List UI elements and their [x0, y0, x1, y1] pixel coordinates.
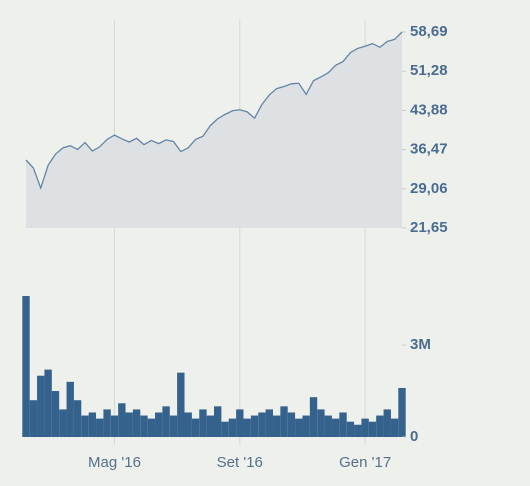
- volume-bar: [236, 409, 244, 437]
- volume-bar: [354, 424, 362, 437]
- volume-bar: [132, 409, 141, 437]
- volume-bar: [37, 375, 45, 437]
- y-tick-label: 21,65: [410, 219, 448, 236]
- volume-bar: [206, 415, 214, 437]
- volume-bar: [265, 409, 273, 437]
- volume-bar: [169, 415, 178, 437]
- volume-bar: [140, 415, 148, 437]
- volume-bar: [398, 387, 406, 437]
- volume-bar: [324, 415, 332, 437]
- volume-bar: [250, 415, 259, 437]
- volume-bar: [125, 412, 133, 437]
- price-line: [25, 31, 403, 191]
- volume-bar: [339, 412, 347, 437]
- volume-bar: [302, 415, 310, 437]
- volume-bar: [383, 409, 391, 437]
- volume-bar: [155, 412, 163, 437]
- volume-bar: [184, 412, 192, 437]
- volume-bar: [110, 415, 119, 437]
- y-tick-label: 36,47: [410, 141, 448, 158]
- y-tick-label: 58,69: [410, 23, 448, 40]
- volume-bar: [280, 406, 288, 437]
- volume-bar: [258, 412, 266, 437]
- volume-bar: [66, 381, 74, 437]
- volume-bar: [331, 418, 340, 437]
- volume-bar: [81, 415, 89, 437]
- volume-bar: [147, 418, 156, 437]
- volume-bar: [295, 418, 303, 437]
- volume-bar: [88, 412, 97, 437]
- volume-bar: [59, 409, 67, 437]
- y-tick-label: 3M: [410, 336, 431, 353]
- volume-bar: [199, 409, 207, 437]
- volume-bar: [243, 418, 251, 437]
- volume-bar: [118, 403, 126, 437]
- volume-bar: [162, 406, 170, 437]
- volume-bar: [228, 418, 237, 437]
- volume-bar: [346, 421, 355, 437]
- volume-bar: [361, 418, 369, 437]
- volume-bar: [309, 397, 318, 437]
- volume-bar: [376, 415, 384, 437]
- volume-bar: [287, 412, 296, 437]
- volume-bar: [390, 418, 399, 437]
- y-tick-label: 29,06: [410, 180, 448, 197]
- volume-bar: [96, 418, 104, 437]
- y-tick-label: 43,88: [410, 101, 448, 118]
- volume-bar: [368, 421, 377, 437]
- x-tick-label: Mag '16: [88, 454, 141, 471]
- volume-bar: [191, 418, 200, 437]
- volume-bar: [29, 400, 38, 437]
- volume-bar: [22, 296, 30, 437]
- volume-bar: [177, 372, 185, 437]
- x-tick-label: Gen '17: [339, 454, 391, 471]
- volume-bar: [214, 406, 222, 437]
- volume-bar: [44, 369, 52, 437]
- x-tick-label: Set '16: [217, 454, 263, 471]
- volume-bar: [272, 415, 281, 437]
- volume-bar: [317, 409, 325, 437]
- y-tick-label: 0: [410, 428, 418, 445]
- price-area: [26, 32, 402, 228]
- volume-bar: [103, 409, 111, 437]
- volume-bar: [73, 400, 82, 437]
- y-tick-label: 51,28: [410, 62, 448, 79]
- volume-bar: [51, 391, 60, 437]
- volume-bar: [221, 421, 229, 437]
